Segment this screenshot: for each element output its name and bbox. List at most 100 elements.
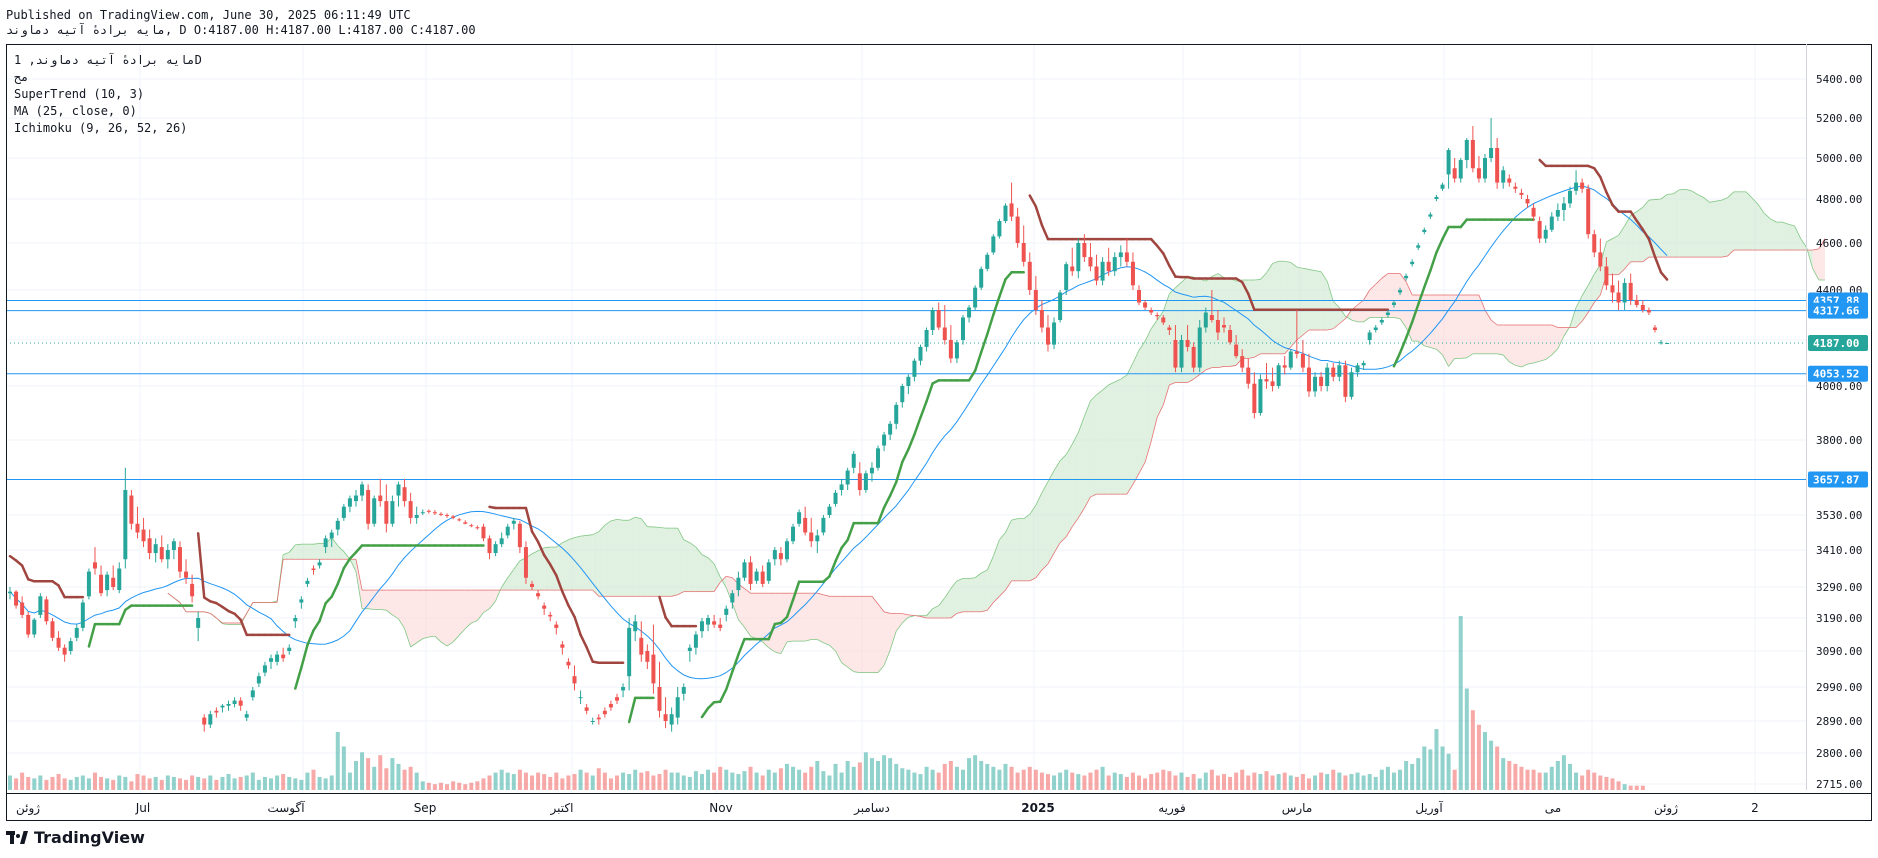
candle-body: [1003, 205, 1008, 221]
volume-bar: [1185, 776, 1190, 790]
volume-bar: [396, 763, 401, 790]
volume-bar: [1082, 775, 1087, 790]
cloud-segment: [1776, 222, 1783, 251]
candle-body: [341, 506, 346, 518]
candle-body: [117, 568, 122, 591]
volume-bar: [967, 758, 972, 790]
time-scale[interactable]: ژوئن Jul آگوست Sep اکتبر Nov دسامبر 2025 فوریه ما…: [16, 800, 1759, 816]
tradingview-logo[interactable]: TradingView: [6, 828, 145, 847]
cloud-segment: [447, 590, 454, 647]
candle-body: [323, 538, 328, 548]
volume-bar: [32, 778, 37, 790]
candle-body: [92, 562, 97, 569]
cloud-span-a: [1527, 362, 1534, 365]
cloud-span-a: [1156, 311, 1164, 321]
candle-body: [991, 236, 996, 253]
volume-bar: [906, 769, 911, 790]
cloud-segment: [1642, 200, 1649, 262]
supertrend-segment: [718, 688, 728, 703]
candle-body: [62, 647, 67, 655]
cloud-span-a: [1071, 432, 1079, 445]
cloud-segment: [398, 590, 405, 629]
volume-bar: [232, 778, 237, 790]
cloud-span-b: [1071, 517, 1079, 527]
cloud-span-a: [1679, 188, 1686, 191]
cloud-segment: [841, 596, 848, 668]
cloud-span-a: [1515, 364, 1522, 368]
time-tick-label: می: [1545, 801, 1561, 815]
volume-bar: [511, 774, 516, 790]
supertrend-segment: [986, 313, 995, 336]
candle-body: [244, 714, 249, 718]
candle-body: [1270, 381, 1275, 386]
volume-bar: [153, 776, 158, 790]
time-tick-label: 2: [1751, 801, 1759, 815]
cloud-span-a: [1697, 194, 1704, 198]
volume-bar: [748, 766, 753, 790]
candle-body: [1543, 229, 1548, 239]
time-tick-label: آوریل: [1415, 800, 1443, 816]
cloud-span-b: [1727, 249, 1735, 257]
cloud-segment: [422, 590, 429, 639]
supertrend-segment: [555, 574, 564, 593]
legend-supertrend[interactable]: SuperTrend (10, 3): [14, 87, 144, 101]
supertrend-segment: [318, 602, 327, 623]
cloud-segment: [999, 532, 1006, 597]
volume-bar: [1300, 774, 1305, 790]
legend-ichimoku[interactable]: Ichimoku (9, 26, 52, 26): [14, 121, 187, 135]
volume-bar: [724, 769, 729, 790]
volume-bar: [1519, 766, 1524, 790]
volume-bar: [214, 779, 219, 790]
cloud-span-a: [1757, 204, 1765, 214]
cloud-span-b: [950, 613, 958, 619]
legend-symbol[interactable]: مایه برادهٔ آتیه دماوند, 1D: [14, 52, 202, 68]
volume-bar: [1179, 772, 1184, 790]
cloud-segment: [592, 531, 599, 597]
candle-body: [669, 714, 674, 725]
candle-body: [1076, 243, 1081, 272]
cloud-segment: [1794, 225, 1801, 251]
cloud-span-a: [932, 605, 939, 610]
price-tick-label: 4600.00: [1816, 237, 1862, 250]
candle-body: [238, 700, 243, 706]
cloud-span-a: [410, 642, 417, 648]
candle-body: [353, 495, 358, 502]
candle-body: [1361, 363, 1366, 366]
cloud-span-a: [1041, 481, 1049, 493]
candle-body: [1173, 340, 1178, 368]
candle-body: [809, 532, 814, 542]
candle-body: [1052, 322, 1057, 345]
cloud-segment: [1169, 287, 1176, 385]
supertrend-segment: [87, 622, 97, 648]
volume-bar: [857, 762, 862, 790]
cloud-span-b: [1132, 473, 1140, 485]
volume-bar: [475, 781, 480, 790]
cloud-segment: [1527, 325, 1534, 365]
cloud-span-a: [452, 635, 460, 643]
cloud-span-b: [179, 602, 187, 613]
cloud-span-a: [1436, 348, 1443, 356]
cloud-segment: [902, 613, 909, 623]
candle-body: [1288, 351, 1293, 368]
legend-ma[interactable]: MA (25, close, 0): [14, 104, 137, 118]
cloud-span-b: [1205, 367, 1213, 371]
cloud-span-b: [1375, 277, 1383, 285]
cloud-span-a: [1144, 328, 1152, 342]
candle-body: [973, 287, 978, 308]
price-level-badge-bg: [1808, 471, 1868, 488]
cloud-span-b: [877, 603, 885, 613]
candle-body: [20, 602, 25, 615]
price-scale[interactable]: 5400.005200.005000.004800.004600.004400.…: [1808, 73, 1868, 791]
cloud-span-b: [677, 591, 684, 596]
cloud-span-a: [877, 665, 885, 673]
supertrend-segment: [979, 332, 989, 354]
volume-bar: [329, 775, 334, 790]
volume-bar: [463, 784, 468, 790]
cloud-segment: [617, 519, 624, 597]
candle-body: [627, 627, 632, 677]
volume-bar: [1549, 766, 1554, 790]
cloud-segment: [1017, 518, 1024, 581]
candle-body: [1470, 140, 1475, 169]
volume-bar: [1015, 772, 1020, 790]
